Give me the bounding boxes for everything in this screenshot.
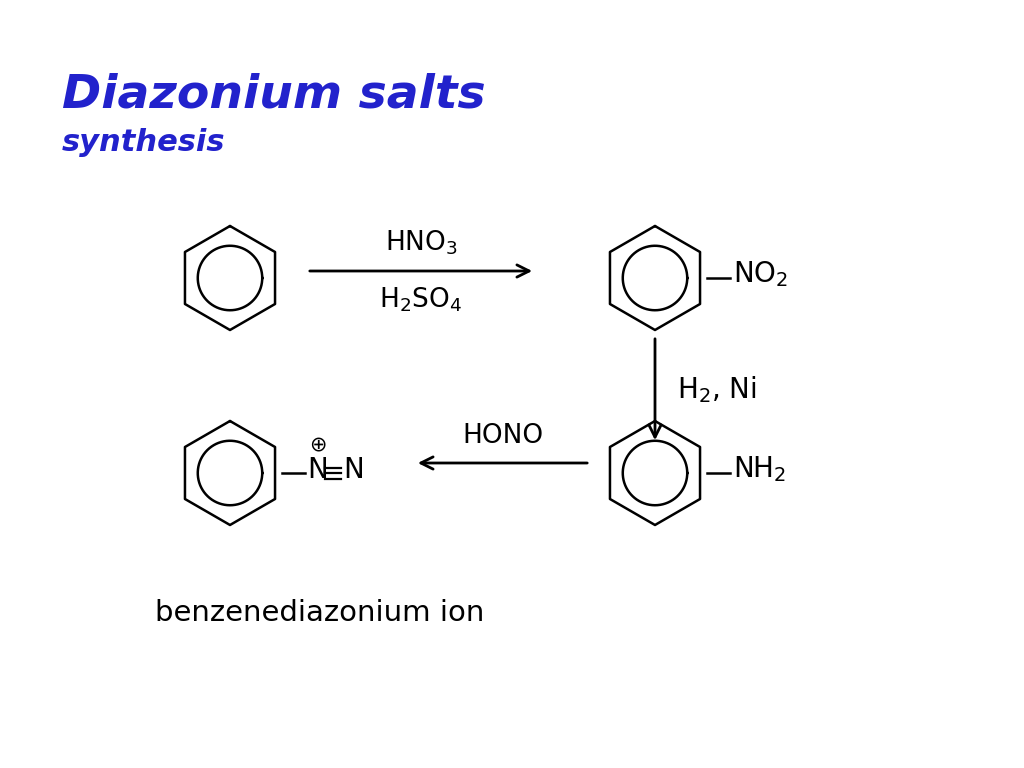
Text: HONO: HONO [462,423,543,449]
Text: NO$_2$: NO$_2$ [733,259,788,289]
Text: H$_2$SO$_4$: H$_2$SO$_4$ [380,285,463,313]
Text: Diazonium salts: Diazonium salts [62,73,485,118]
Text: N: N [343,456,364,484]
Text: NH$_2$: NH$_2$ [733,454,786,484]
Text: N: N [307,456,328,484]
Text: H$_2$, Ni: H$_2$, Ni [677,374,757,405]
Text: benzenediazonium ion: benzenediazonium ion [155,599,484,627]
Text: HNO$_3$: HNO$_3$ [385,229,458,257]
Text: $\oplus$: $\oplus$ [309,435,327,455]
Text: synthesis: synthesis [62,128,225,157]
